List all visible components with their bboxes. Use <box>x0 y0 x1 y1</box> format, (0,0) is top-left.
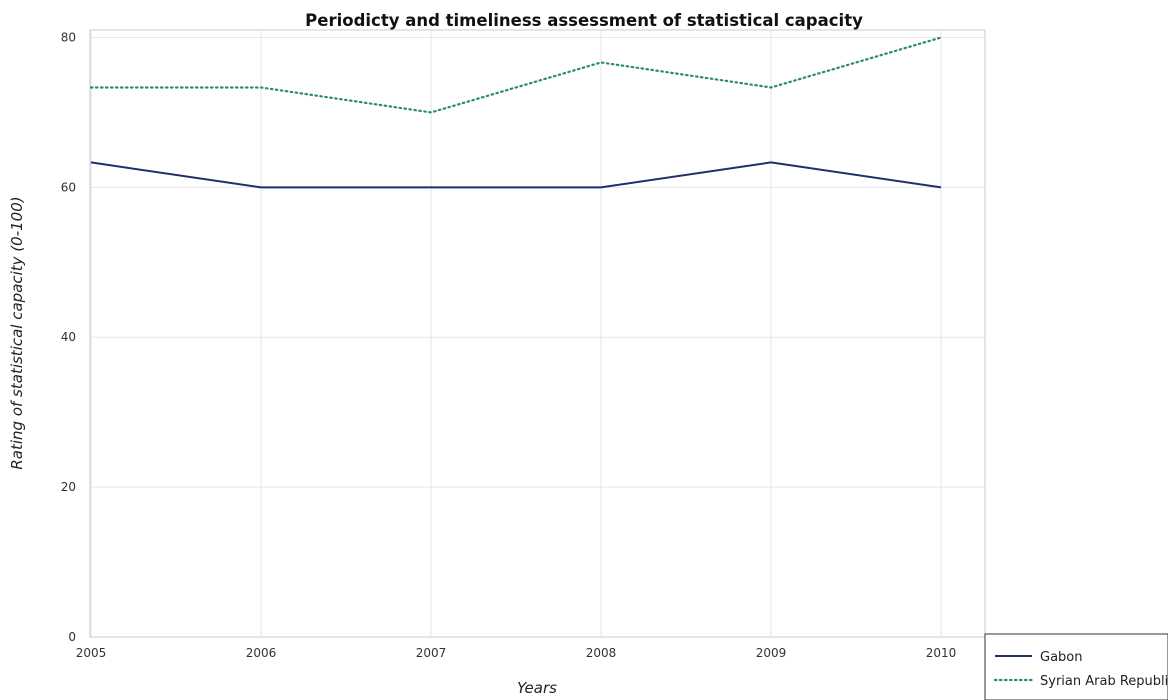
x-tick-labels: 2005 2006 2007 2008 2009 2010 <box>76 646 957 660</box>
y-axis-label: Rating of statistical capacity (0-100) <box>8 196 26 469</box>
x-axis-label: Years <box>517 679 557 697</box>
y-tick-label: 60 <box>61 180 76 194</box>
x-tick-label: 2008 <box>586 646 617 660</box>
y-tick-labels: 0 20 40 60 80 <box>61 30 76 644</box>
legend-box <box>984 633 1168 700</box>
legend-label: Syrian Arab Republic <box>1040 674 1168 689</box>
axes <box>89 29 986 638</box>
x-tick-label: 2010 <box>926 646 957 660</box>
x-tick-label: 2006 <box>246 646 277 660</box>
series-line-gabon <box>90 161 942 189</box>
chart-title: Periodicty and timeliness assessment of … <box>305 11 863 30</box>
y-tick-label: 0 <box>68 630 76 644</box>
x-tick-label: 2005 <box>76 646 107 660</box>
x-tick-label: 2007 <box>416 646 447 660</box>
plot-frame <box>89 29 986 638</box>
y-tick-label: 40 <box>61 330 76 344</box>
grid <box>90 30 985 638</box>
y-tick-label: 20 <box>61 480 76 494</box>
legend: Gabon Syrian Arab Republic <box>984 633 1168 700</box>
x-tick-label: 2009 <box>756 646 787 660</box>
series-lines <box>89 36 943 189</box>
series-line-syrian-arab-republic <box>89 36 943 114</box>
legend-label: Gabon <box>1040 650 1083 665</box>
y-tick-label: 80 <box>61 30 76 44</box>
